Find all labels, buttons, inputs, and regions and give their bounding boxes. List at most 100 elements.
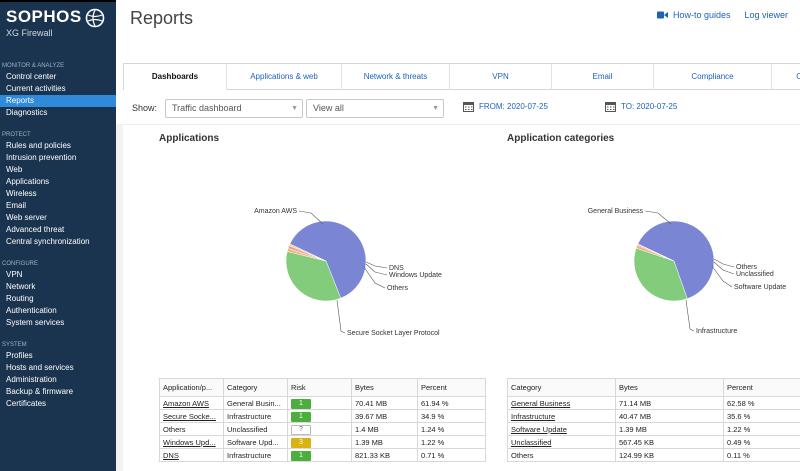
tab-dashboards[interactable]: Dashboards	[123, 64, 227, 90]
sophos-logo[interactable]: SOPHOS XG Firewall	[6, 7, 112, 41]
log-viewer-label: Log viewer	[744, 10, 788, 20]
sidebar-item-advanced-threat[interactable]: Advanced threat	[6, 225, 65, 234]
sidebar-item-control-center[interactable]: Control center	[6, 72, 57, 81]
column-header[interactable]: Bytes	[351, 378, 418, 397]
column-header[interactable]: Bytes	[615, 378, 724, 397]
table-row: DNS Infrastructure 1 821.33 KB 0.71 %	[159, 448, 486, 462]
to-date-picker[interactable]: TO: 2020-07-25	[605, 101, 677, 112]
table-row: Infrastructure 40.47 MB 35.6 %	[507, 409, 800, 423]
application-link[interactable]: Amazon AWS	[159, 396, 224, 410]
column-header[interactable]: Category	[507, 378, 616, 397]
column-header[interactable]: Application/p...	[159, 378, 224, 397]
applications-slice-amazon-aws[interactable]	[289, 220, 367, 299]
risk-badge: 1	[291, 450, 311, 461]
dashboard-select[interactable]: Traffic dashboard ▼	[165, 99, 303, 118]
tab-more[interactable]: C	[772, 64, 800, 90]
applications-label: Windows Update	[389, 272, 442, 279]
categories-slice-infrastructure[interactable]	[633, 247, 688, 302]
percent-cell: 62.58 %	[723, 396, 800, 410]
tab-applications-web[interactable]: Applications & web	[227, 64, 342, 90]
application-link[interactable]: Windows Upd...	[159, 435, 224, 449]
risk-badge: 1	[291, 398, 311, 409]
bytes-cell: 40.47 MB	[615, 409, 724, 423]
applications-leader-line	[365, 261, 388, 269]
sidebar-item-routing[interactable]: Routing	[6, 294, 34, 303]
column-header[interactable]: Percent	[417, 378, 486, 397]
applications-slice-ssl[interactable]	[285, 251, 342, 302]
categories-leader-line	[685, 299, 695, 332]
sidebar-item-reports[interactable]: Reports	[0, 95, 116, 107]
sidebar-item-diagnostics[interactable]: Diagnostics	[6, 108, 48, 117]
how-to-guides-link[interactable]: How-to guides	[656, 10, 730, 20]
applications-leader-line	[365, 263, 388, 276]
tab-email[interactable]: Email	[552, 64, 654, 90]
from-date-picker[interactable]: FROM: 2020-07-25	[463, 101, 548, 112]
sidebar-item-web-server[interactable]: Web server	[6, 213, 47, 222]
applications-label: Secure Socket Layer Protocol	[347, 330, 440, 337]
application-link[interactable]: Secure Socke...	[159, 409, 224, 423]
table-row: Windows Upd... Software Upd... 3 1.39 MB…	[159, 435, 486, 449]
categories-table: Category Bytes Percent General Business …	[507, 378, 800, 462]
category-link[interactable]: Infrastructure	[507, 409, 616, 423]
sidebar-item-rules-and-policies[interactable]: Rules and policies	[6, 141, 71, 150]
sidebar-item-central-synchronization[interactable]: Central synchronization	[6, 237, 90, 246]
bytes-cell: 1.39 MB	[615, 422, 724, 436]
category-link[interactable]: Unclassified	[507, 435, 616, 449]
tab-network-threats[interactable]: Network & threats	[342, 64, 450, 90]
sidebar-item-administration[interactable]: Administration	[6, 375, 57, 384]
sidebar-item-backup-firmware[interactable]: Backup & firmware	[6, 387, 74, 396]
category-link[interactable]: General Business	[507, 396, 616, 410]
sidebar-item-vpn[interactable]: VPN	[6, 270, 23, 279]
sidebar-item-network[interactable]: Network	[6, 282, 36, 291]
sidebar-item-intrusion-prevention[interactable]: Intrusion prevention	[6, 153, 77, 162]
risk-cell: 3	[287, 435, 352, 449]
percent-cell: 1.22 %	[417, 435, 486, 449]
column-header[interactable]: Percent	[723, 378, 800, 397]
table-row: Unclassified 567.45 KB 0.49 %	[507, 435, 800, 449]
view-select-value: View all	[313, 103, 344, 113]
view-select[interactable]: View all ▼	[306, 99, 444, 118]
category-link[interactable]: Software Update	[507, 422, 616, 436]
sidebar-item-system-services[interactable]: System services	[6, 318, 65, 327]
table-row: Others 124.99 KB 0.11 %	[507, 448, 800, 462]
applications-leader-line	[336, 299, 346, 334]
column-header[interactable]: Risk	[287, 378, 352, 397]
applications-label: Others	[387, 285, 409, 292]
tab-compliance[interactable]: Compliance	[654, 64, 772, 90]
percent-cell: 35.6 %	[723, 409, 800, 423]
bytes-cell: 1.4 MB	[351, 422, 418, 436]
chevron-down-icon: ▼	[291, 105, 298, 112]
percent-cell: 0.11 %	[723, 448, 800, 462]
nav-section-system: SYSTEM Profiles Hosts and services Admin…	[0, 341, 116, 410]
categories-label: General Business	[588, 208, 644, 215]
application-link[interactable]: DNS	[159, 448, 224, 462]
column-header[interactable]: Category	[223, 378, 288, 397]
sidebar-item-email[interactable]: Email	[6, 201, 27, 210]
risk-cell: 1	[287, 396, 352, 410]
sidebar-item-hosts-and-services[interactable]: Hosts and services	[6, 363, 74, 372]
report-toolbar: Show: Traffic dashboard ▼ View all ▼ FRO…	[123, 95, 800, 123]
product-name: XG Firewall	[6, 28, 53, 38]
sidebar-item-current-activities[interactable]: Current activities	[6, 84, 66, 93]
categories-label: Others	[736, 264, 758, 271]
sidebar-item-applications[interactable]: Applications	[6, 177, 50, 186]
sidebar-item-profiles[interactable]: Profiles	[6, 351, 33, 360]
tab-vpn[interactable]: VPN	[450, 64, 552, 90]
sidebar-item-authentication[interactable]: Authentication	[6, 306, 57, 315]
sidebar-item-web[interactable]: Web	[6, 165, 23, 174]
table-row: Secure Socke... Infrastructure 1 39.67 M…	[159, 409, 486, 423]
categories-slice-general-business[interactable]	[637, 220, 715, 300]
to-date-label: TO: 2020-07-25	[621, 102, 678, 111]
percent-cell: 1.22 %	[723, 422, 800, 436]
sidebar-item-wireless[interactable]: Wireless	[6, 189, 37, 198]
sidebar-item-certificates[interactable]: Certificates	[6, 399, 47, 408]
log-viewer-link[interactable]: Log viewer	[744, 10, 788, 20]
applications-leader-line	[298, 210, 324, 225]
calendar-icon	[605, 102, 616, 112]
category-cell: General Busin...	[223, 396, 288, 410]
categories-slice-others[interactable]	[637, 243, 675, 262]
applications-slice-dns[interactable]	[288, 243, 327, 262]
risk-cell: ?	[287, 422, 352, 436]
category-cell: Unclassified	[223, 422, 288, 436]
